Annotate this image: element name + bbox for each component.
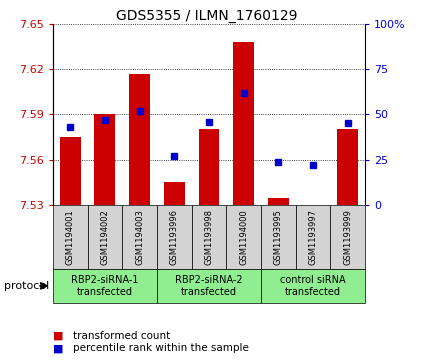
- Text: protocol: protocol: [4, 281, 50, 291]
- Text: transformed count: transformed count: [73, 331, 170, 341]
- Bar: [95, 114, 115, 205]
- Bar: [261, 205, 296, 269]
- Text: GSM1193995: GSM1193995: [274, 209, 283, 265]
- Text: GDS5355 / ILMN_1760129: GDS5355 / ILMN_1760129: [116, 9, 297, 23]
- Bar: [261, 269, 365, 303]
- Text: GSM1193998: GSM1193998: [205, 209, 213, 265]
- Bar: [157, 269, 261, 303]
- Text: GSM1193996: GSM1193996: [170, 209, 179, 265]
- Text: RBP2-siRNA-1
transfected: RBP2-siRNA-1 transfected: [71, 275, 139, 297]
- Text: ■: ■: [53, 331, 63, 341]
- Bar: [192, 205, 226, 269]
- Bar: [268, 197, 289, 205]
- Bar: [164, 182, 185, 205]
- Bar: [337, 130, 358, 205]
- Bar: [233, 42, 254, 205]
- Bar: [88, 205, 122, 269]
- Bar: [60, 137, 81, 205]
- Text: GSM1194002: GSM1194002: [100, 209, 110, 265]
- Bar: [330, 205, 365, 269]
- Text: GSM1194003: GSM1194003: [135, 209, 144, 265]
- Text: GSM1194000: GSM1194000: [239, 209, 248, 265]
- Bar: [122, 205, 157, 269]
- Text: GSM1194001: GSM1194001: [66, 209, 75, 265]
- Text: percentile rank within the sample: percentile rank within the sample: [73, 343, 249, 354]
- Bar: [53, 269, 157, 303]
- Bar: [296, 205, 330, 269]
- Text: ■: ■: [53, 343, 63, 354]
- Bar: [129, 73, 150, 205]
- Text: RBP2-siRNA-2
transfected: RBP2-siRNA-2 transfected: [175, 275, 243, 297]
- Bar: [157, 205, 192, 269]
- Text: control siRNA
transfected: control siRNA transfected: [280, 275, 346, 297]
- Bar: [198, 130, 220, 205]
- Bar: [226, 205, 261, 269]
- Bar: [53, 205, 88, 269]
- Text: GSM1193999: GSM1193999: [343, 209, 352, 265]
- Text: GSM1193997: GSM1193997: [308, 209, 318, 265]
